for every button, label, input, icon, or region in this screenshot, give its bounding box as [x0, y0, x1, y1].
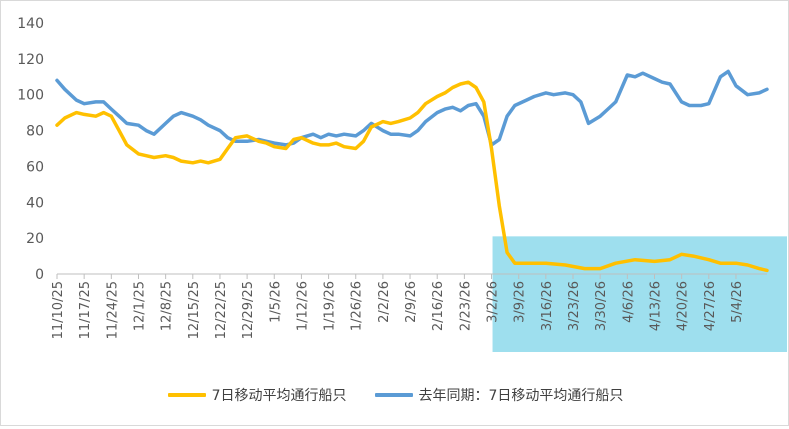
legend-label-last-year: 去年同期：7日移动平均通行船只: [418, 388, 624, 404]
y-tick-label: 40: [26, 195, 44, 211]
legend-label-current: 7日移动平均通行船只: [211, 388, 347, 404]
x-tick-label: 1/26/26: [350, 281, 365, 331]
x-tick-label: 11/17/25: [78, 281, 93, 339]
series-line-current: [55, 80, 769, 273]
series-line-last-year: [55, 69, 769, 147]
y-tick-label: 80: [26, 124, 44, 140]
x-tick-label: 12/8/25: [160, 281, 175, 331]
x-tick-label: 2/2/26: [377, 281, 392, 323]
y-tick-label: 120: [17, 52, 44, 68]
x-tick-label: 12/15/25: [187, 281, 202, 339]
legend-item-last-year: 去年同期：7日移动平均通行船只: [374, 385, 624, 405]
y-tick-label: 60: [26, 159, 44, 175]
legend-swatch-current: [167, 393, 206, 397]
x-tick-label: 5/4/26: [730, 281, 745, 323]
x-tick-label: 1/19/26: [323, 281, 338, 331]
x-tick-label: 1/5/26: [268, 281, 283, 323]
legend-swatch-last-year: [374, 393, 413, 397]
legend-item-current: 7日移动平均通行船只: [167, 385, 347, 405]
x-tick-label: 2/9/26: [404, 281, 419, 323]
x-tick-label: 1/12/26: [295, 281, 310, 331]
y-tick-label: 20: [26, 231, 44, 247]
y-tick-label: 100: [17, 88, 44, 104]
x-tick-label: 3/16/26: [540, 281, 555, 331]
x-tick-label: 11/10/25: [51, 281, 66, 339]
y-tick-label: 140: [17, 16, 44, 32]
y-tick-label: 0: [35, 267, 44, 283]
x-tick-label: 12/1/25: [132, 281, 147, 331]
x-tick-label: 3/23/26: [567, 281, 582, 331]
x-tick-label: 2/23/26: [458, 281, 473, 331]
legend: 7日移动平均通行船只 去年同期：7日移动平均通行船只: [1, 385, 789, 405]
x-tick-label: 4/6/26: [621, 281, 636, 323]
x-tick-label: 12/29/25: [241, 281, 256, 339]
x-tick-label: 3/9/26: [513, 281, 528, 323]
x-tick-label: 12/22/25: [214, 281, 229, 339]
x-tick-label: 11/24/25: [105, 281, 120, 339]
x-tick-label: 4/20/26: [676, 281, 691, 331]
x-tick-label: 3/30/26: [594, 281, 609, 331]
highlight-region: [492, 236, 787, 352]
x-tick-label: 3/2/26: [486, 281, 501, 323]
x-tick-label: 2/16/26: [431, 281, 446, 331]
x-tick-label: 4/27/26: [703, 281, 718, 331]
x-tick-label: 4/13/26: [648, 281, 663, 331]
